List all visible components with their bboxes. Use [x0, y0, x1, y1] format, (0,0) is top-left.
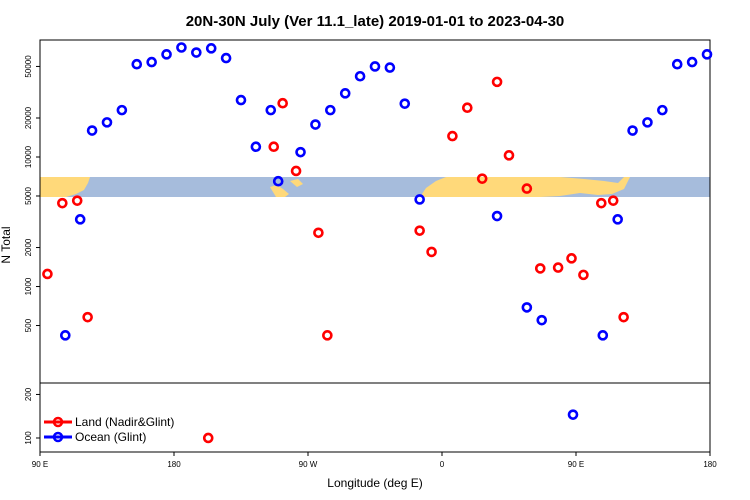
x-tick-label: 90 E	[568, 460, 584, 469]
point-land	[476, 173, 488, 184]
lower-panel-frame	[39, 382, 711, 453]
point-ocean	[399, 98, 411, 109]
point-ocean	[642, 117, 653, 128]
x-tick-label: 90 W	[299, 460, 318, 469]
point-ocean	[597, 330, 609, 341]
point-ocean	[612, 214, 623, 225]
legend-label-land: Land (Nadir&Glint)	[75, 415, 174, 429]
point-land	[268, 141, 280, 153]
point-land	[607, 195, 619, 206]
point-ocean	[671, 58, 683, 70]
x-tick-label: 180	[167, 460, 181, 469]
y-axis-lower: 100 200	[24, 387, 40, 445]
point-ocean	[161, 49, 172, 60]
y-tick-label: 20000	[24, 106, 33, 129]
y-tick-label: 5000	[24, 187, 33, 205]
point-land	[447, 130, 458, 142]
point-ocean	[60, 330, 71, 341]
y-tick-label: 100	[24, 431, 33, 445]
point-land	[618, 311, 629, 323]
x-tick-label: 0	[440, 460, 445, 469]
point-ocean	[191, 47, 202, 58]
point-ocean	[250, 141, 262, 153]
y-tick-label: 10000	[24, 145, 33, 168]
point-land	[534, 263, 546, 274]
point-ocean	[310, 119, 321, 130]
point-ocean	[384, 62, 396, 73]
point-land	[42, 268, 53, 280]
point-land	[503, 150, 515, 161]
y-axis-label: N Total	[0, 226, 13, 263]
point-land	[57, 197, 68, 209]
x-tick-label: 90 E	[32, 460, 48, 469]
world-map-strip	[40, 177, 710, 197]
point-land	[426, 246, 437, 258]
point-ocean	[131, 58, 143, 70]
y-axis-main: 500 1000 2000 5000 10000 20000 50000	[24, 55, 40, 332]
point-ocean	[205, 43, 217, 54]
point-ocean	[265, 104, 277, 116]
point-ocean	[536, 314, 548, 326]
y-tick-label: 500	[24, 318, 33, 332]
point-ocean	[235, 94, 247, 106]
y-tick-label: 50000	[24, 55, 33, 78]
point-land	[290, 165, 302, 177]
point-land	[462, 102, 473, 114]
y-tick-label: 2000	[24, 238, 33, 256]
point-ocean	[567, 409, 579, 420]
point-ocean	[101, 117, 113, 128]
chart-title: 20N-30N July (Ver 11.1_late) 2019-01-01 …	[186, 13, 565, 30]
y-tick-label: 1000	[24, 277, 33, 295]
point-ocean	[116, 104, 128, 116]
point-ocean	[354, 70, 366, 82]
point-ocean	[414, 194, 425, 205]
point-land	[82, 311, 93, 323]
point-ocean	[521, 302, 533, 313]
point-land	[202, 432, 214, 444]
point-ocean	[657, 104, 668, 116]
point-ocean	[176, 42, 187, 53]
point-ocean	[491, 210, 503, 222]
point-land	[491, 76, 503, 88]
legend-label-ocean: Ocean (Glint)	[75, 430, 146, 444]
point-land	[313, 227, 324, 239]
point-land	[414, 225, 425, 236]
point-land	[521, 183, 533, 194]
main-panel-frame	[39, 39, 711, 384]
point-ocean	[272, 175, 284, 187]
legend-marker-land	[52, 416, 64, 428]
point-land	[566, 253, 577, 264]
point-ocean	[325, 104, 336, 116]
point-ocean	[74, 214, 86, 225]
point-land	[596, 197, 607, 209]
point-land	[71, 195, 83, 206]
point-ocean	[146, 56, 157, 68]
point-land	[552, 262, 564, 273]
point-ocean	[701, 49, 713, 60]
point-ocean	[686, 56, 698, 68]
point-ocean	[220, 52, 232, 64]
x-axis: 90 E 180 90 W 0 90 E 180	[32, 452, 717, 469]
point-land	[277, 97, 288, 109]
point-ocean	[369, 61, 381, 72]
legend-marker-ocean	[52, 431, 64, 443]
point-ocean	[86, 125, 98, 136]
point-land	[578, 269, 589, 281]
point-ocean	[295, 146, 306, 158]
point-ocean	[627, 125, 638, 136]
data-points	[42, 42, 713, 444]
x-axis-label: Longitude (deg E)	[327, 476, 422, 490]
point-ocean	[339, 88, 351, 99]
legend: Land (Nadir&Glint) Ocean (Glint)	[44, 415, 174, 444]
point-land	[322, 330, 333, 341]
y-tick-label: 200	[24, 387, 33, 401]
x-tick-label: 180	[703, 460, 717, 469]
